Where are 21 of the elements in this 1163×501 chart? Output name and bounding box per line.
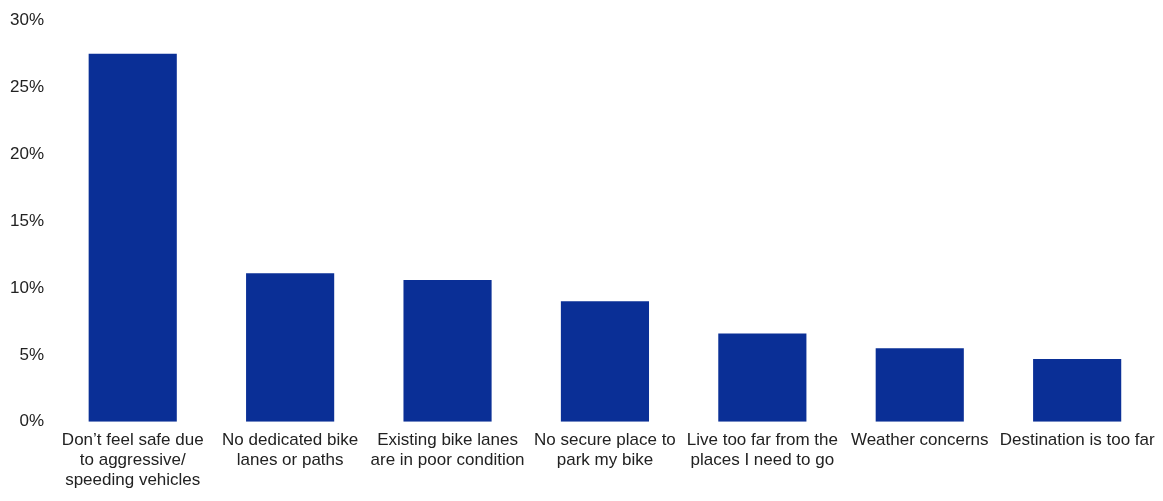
- bar: [875, 348, 964, 422]
- x-tick-label: No secure place to park my bike: [534, 429, 676, 470]
- bar: [560, 301, 650, 422]
- x-tick-label: No dedicated bike lanes or paths: [222, 429, 359, 470]
- bar: [1033, 358, 1122, 422]
- bar: [718, 333, 807, 422]
- x-tick-label: Weather concerns: [850, 429, 989, 449]
- bar: [246, 273, 335, 422]
- x-tick-label: Don’t feel safe due to aggressive/ speeding vehicles: [61, 429, 204, 490]
- x-tick-label: Existing bike lanes are in poor condition: [370, 429, 525, 470]
- bar: [88, 53, 177, 422]
- x-tick-label: Destination is too far: [999, 429, 1155, 449]
- bar: [403, 279, 492, 422]
- x-tick-label: Live too far from the places I need to go: [686, 429, 838, 470]
- y-tick-label: 5%: [19, 344, 45, 364]
- y-tick-label: 30%: [9, 9, 45, 29]
- y-tick-label: 0%: [19, 411, 45, 431]
- y-tick-label: 10%: [9, 277, 45, 297]
- y-tick-label: 15%: [9, 210, 45, 230]
- y-tick-label: 25%: [9, 76, 45, 96]
- y-tick-label: 20%: [9, 143, 45, 163]
